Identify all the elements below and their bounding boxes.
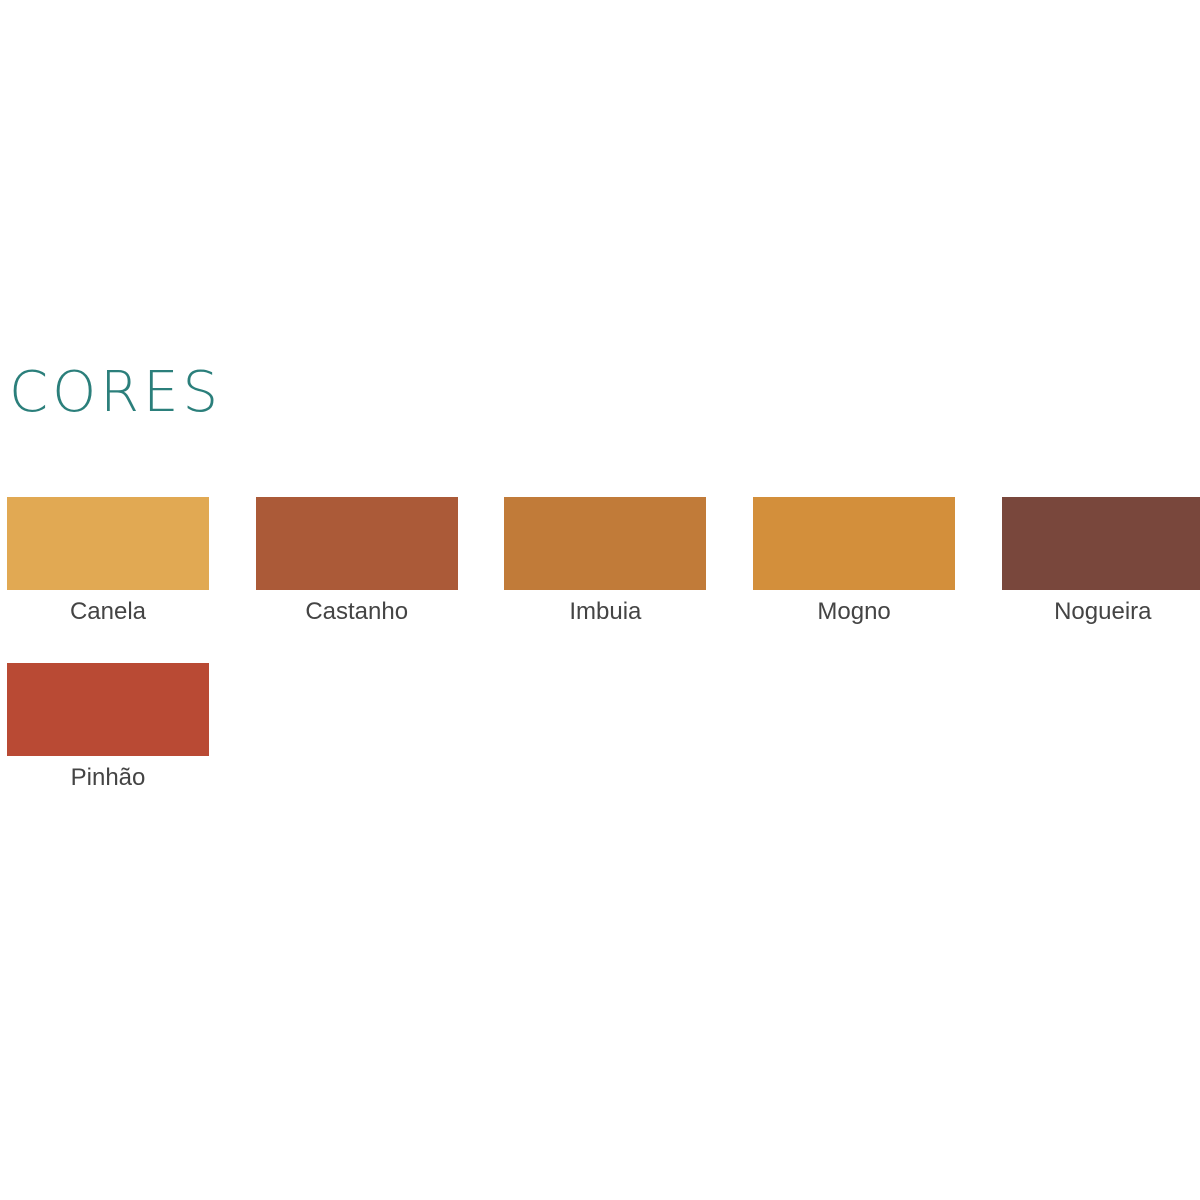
color-swatch (1001, 497, 1200, 590)
color-name: Castanho (305, 598, 409, 625)
color-swatch (255, 497, 458, 590)
color-swatch (753, 497, 956, 590)
color-name: Nogueira (1054, 598, 1152, 625)
color-name: Mogno (817, 598, 891, 625)
section-title: CORES (9, 360, 223, 425)
color-name: Pinhão (70, 764, 146, 791)
color-swatch (7, 663, 209, 756)
color-swatch (504, 497, 707, 590)
color-swatch (7, 497, 209, 590)
color-name: Canela (69, 598, 147, 625)
color-name: Imbuia (569, 598, 642, 625)
